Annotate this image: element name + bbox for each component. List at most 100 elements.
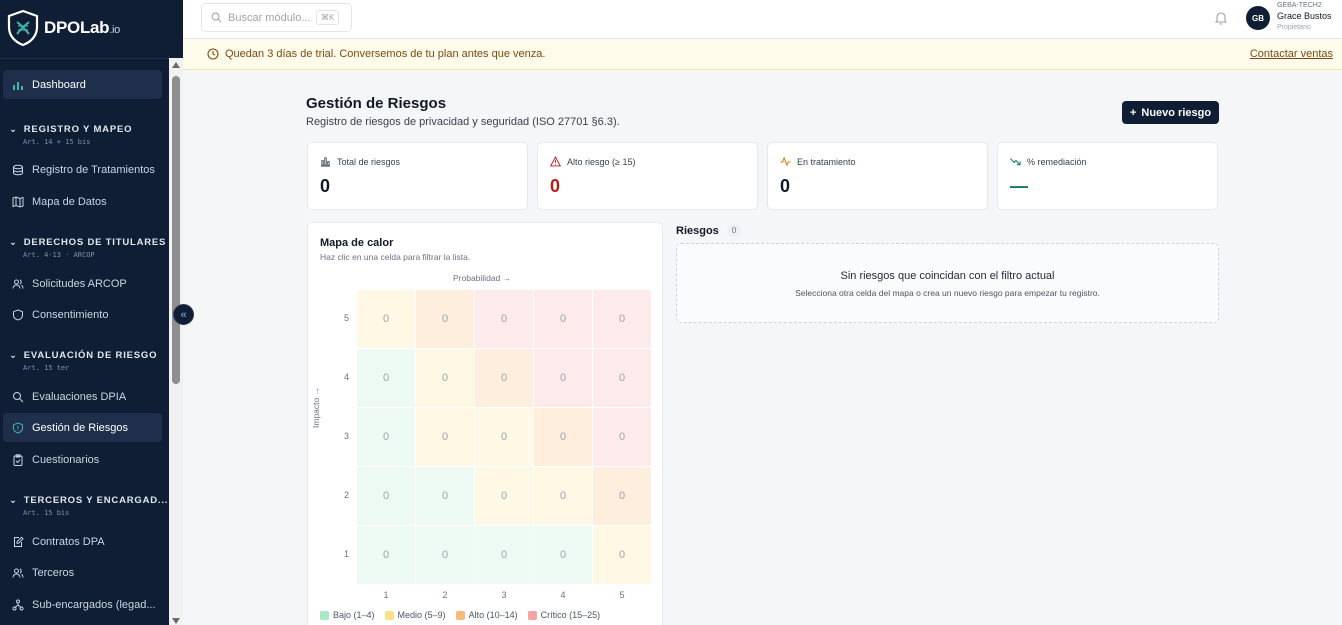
x-tick-label: 5 [619, 590, 625, 600]
sidebar-item-registro-tratamientos[interactable]: Registro de Tratamientos [3, 155, 162, 184]
heatmap-cell[interactable]: 0 [416, 526, 474, 584]
section-subtitle: Art. 14 + 15 bis [23, 138, 91, 146]
plus-icon: + [1129, 106, 1137, 119]
legend-label: Crítico (15–25) [540, 610, 601, 620]
sidebar-item-consentimiento[interactable]: Consentimiento [3, 300, 162, 329]
clipboard-icon [11, 453, 24, 466]
sidebar-divider [0, 58, 183, 59]
trial-banner: Quedan 3 días de trial. Conversemos de t… [183, 39, 1342, 70]
y-tick-label: 2 [344, 490, 350, 500]
empty-state-title: Sin riesgos que coincidan con el filtro … [840, 270, 1055, 282]
brand-logo[interactable]: DPOLab.io [6, 8, 120, 48]
sidebar-item-label: Sub-encargados (legad... [32, 598, 156, 611]
heatmap-cell[interactable]: 0 [534, 290, 592, 348]
sidebar-item-label: Solicitudes ARCOP [32, 277, 127, 290]
network-icon [11, 598, 24, 611]
sidebar-item-gestion-riesgos[interactable]: Gestión de Riesgos [3, 413, 162, 442]
user-role: Propietario [1277, 24, 1311, 31]
sidebar-item-dashboard[interactable]: Dashboard [3, 70, 162, 99]
heatmap-cell[interactable]: 0 [357, 467, 415, 525]
heatmap-cell[interactable]: 0 [593, 526, 651, 584]
heatmap-cell[interactable]: 0 [357, 526, 415, 584]
stat-label: En tratamiento [797, 156, 856, 167]
stat-card-total: Total de riesgos 0 [307, 142, 528, 210]
heatmap-cell[interactable]: 0 [593, 467, 651, 525]
sidebar-item-evaluaciones-dpia[interactable]: Evaluaciones DPIA [3, 382, 162, 411]
section-subtitle: Art. 4-13 · ARCOP [23, 251, 95, 259]
y-axis-label-text: Impacto → [311, 386, 321, 428]
y-tick-label: 4 [344, 372, 350, 382]
legend-label: Bajo (1–4) [333, 610, 375, 620]
heatmap-cell[interactable]: 0 [357, 349, 415, 407]
chevron-down-icon[interactable]: ⌄ [9, 350, 18, 361]
heatmap-cell[interactable]: 0 [475, 290, 533, 348]
sidebar-item-label: Cuestionarios [32, 453, 100, 466]
search-box[interactable]: ⌘K [201, 3, 352, 32]
user-menu[interactable]: GEBA-TECH2 Grace Bustos Propietario [1277, 2, 1332, 31]
shield-logo-icon [7, 9, 39, 47]
sidebar: DPOLab.io Dashboard ⌄ REGISTRO Y MAPEO Ar… [0, 0, 183, 625]
users-icon [11, 277, 24, 290]
x-axis-label: Probabilidad → [453, 273, 512, 283]
heatmap-cell[interactable]: 0 [593, 408, 651, 466]
chevron-down-icon[interactable]: ⌄ [9, 237, 18, 248]
user-org: GEBA-TECH2 [1277, 2, 1322, 9]
heatmap-cell[interactable]: 0 [593, 290, 651, 348]
search-input[interactable] [228, 11, 310, 24]
scroll-down-icon[interactable] [172, 618, 180, 624]
heatmap-cell[interactable]: 0 [534, 408, 592, 466]
sidebar-item-mapa-datos[interactable]: Mapa de Datos [3, 187, 162, 216]
sidebar-item-label: Evaluaciones DPIA [32, 390, 127, 403]
users-icon [11, 566, 24, 579]
avatar[interactable]: GB [1246, 6, 1270, 30]
sidebar-item-label: Mapa de Datos [32, 195, 107, 208]
x-tick-label: 1 [383, 590, 389, 600]
heatmap-cell[interactable]: 0 [416, 467, 474, 525]
heatmap-cell[interactable]: 0 [357, 408, 415, 466]
sidebar-item-label: Contratos DPA [32, 535, 105, 548]
heatmap-cell[interactable]: 0 [534, 526, 592, 584]
heatmap-card: Mapa de calor Haz clic en una celda para… [307, 222, 663, 625]
y-tick-label: 5 [344, 313, 350, 323]
double-chevron-left-icon: « [180, 308, 187, 321]
sidebar-item-contratos-dpa[interactable]: Contratos DPA [3, 527, 162, 556]
new-risk-button[interactable]: + Nuevo riesgo [1122, 101, 1219, 124]
scroll-up-icon[interactable] [172, 62, 180, 68]
heatmap-cell[interactable]: 0 [416, 408, 474, 466]
search-icon [211, 12, 222, 23]
trending-down-icon [1010, 158, 1021, 166]
sidebar-item-solicitudes-arcop[interactable]: Solicitudes ARCOP [3, 269, 162, 298]
file-edit-icon [11, 535, 24, 548]
legend-item: Bajo (1–4) [320, 610, 375, 620]
heatmap-cell[interactable]: 0 [534, 467, 592, 525]
legend-item: Medio (5–9) [384, 610, 446, 620]
heatmap-cell[interactable]: 0 [475, 467, 533, 525]
sidebar-item-label: Dashboard [32, 78, 86, 91]
section-subtitle: Art. 15 bis [23, 509, 70, 517]
bell-icon[interactable] [1213, 10, 1229, 26]
search-icon [11, 390, 24, 403]
map-icon [11, 195, 24, 208]
heatmap-cell[interactable]: 0 [416, 349, 474, 407]
heatmap-cell[interactable]: 0 [357, 290, 415, 348]
heatmap-cell[interactable]: 0 [593, 349, 651, 407]
risks-title: Riesgos [676, 224, 719, 237]
contact-sales-link[interactable]: Contactar ventas [1249, 48, 1333, 60]
collapse-sidebar-button[interactable]: « [173, 304, 194, 325]
sidebar-item-label: Consentimiento [32, 308, 109, 321]
section-title: EVALUACIÓN DE RIESGO [23, 350, 158, 361]
chevron-down-icon[interactable]: ⌄ [9, 495, 18, 506]
chevron-down-icon[interactable]: ⌄ [9, 124, 18, 135]
sidebar-item-cuestionarios[interactable]: Cuestionarios [3, 445, 162, 474]
heatmap-cell[interactable]: 0 [534, 349, 592, 407]
heatmap-title: Mapa de calor [320, 237, 394, 249]
sidebar-item-terceros[interactable]: Terceros [3, 558, 162, 587]
risks-count-badge: 0 [726, 224, 742, 237]
sidebar-item-label: Terceros [32, 566, 75, 579]
sidebar-item-sub-encargados[interactable]: Sub-encargados (legad... [3, 590, 162, 619]
heatmap-cell[interactable]: 0 [475, 408, 533, 466]
heatmap-cell[interactable]: 0 [475, 526, 533, 584]
heatmap-cell[interactable]: 0 [475, 349, 533, 407]
sidebar-scroll-thumb[interactable] [172, 76, 180, 384]
heatmap-cell[interactable]: 0 [416, 290, 474, 348]
